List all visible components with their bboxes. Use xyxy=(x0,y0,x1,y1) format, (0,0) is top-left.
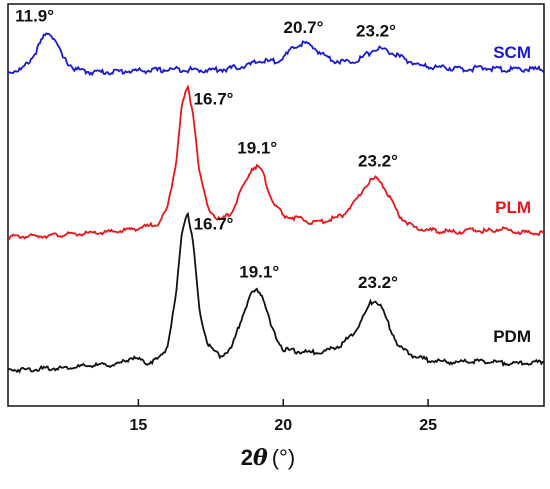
series-line-scm xyxy=(7,32,545,77)
series-label-pdm: PDM xyxy=(493,327,531,346)
series-line-pdm xyxy=(7,211,545,374)
series-lines xyxy=(7,32,545,374)
peak-label: 16.7° xyxy=(194,90,234,109)
peak-label: 11.9° xyxy=(15,7,54,26)
x-tick-label: 20 xyxy=(274,417,292,434)
x-axis-label-prefix: 2 xyxy=(241,445,253,470)
peak-label: 16.7° xyxy=(194,214,234,233)
peak-label: 23.2° xyxy=(356,22,396,41)
x-tick-label: 15 xyxy=(129,417,147,434)
x-tick-label: 25 xyxy=(419,417,437,434)
series-label-scm: SCM xyxy=(493,43,531,62)
series-line-plm xyxy=(7,84,545,241)
plot-frame xyxy=(7,3,545,407)
series-labels: SCM PLM PDM xyxy=(493,43,531,346)
peak-label: 19.1° xyxy=(237,139,277,158)
x-axis-ticks xyxy=(137,399,429,406)
x-axis-tick-labels: 15 20 25 xyxy=(129,417,437,434)
peak-annotations: 11.9° 20.7° 23.2° 16.7° 19.1° 23.2° 16.7° 19.1°… xyxy=(15,7,398,292)
peak-label: 19.1° xyxy=(239,263,279,282)
x-axis-label: 2θ (°) xyxy=(241,445,295,471)
peak-label: 23.2° xyxy=(358,151,398,170)
x-axis-label-symbol: θ xyxy=(253,445,268,471)
peak-label: 23.2° xyxy=(358,273,398,292)
series-label-plm: PLM xyxy=(495,198,531,217)
x-axis-label-unit: (°) xyxy=(272,445,295,470)
peak-label: 20.7° xyxy=(284,18,324,37)
